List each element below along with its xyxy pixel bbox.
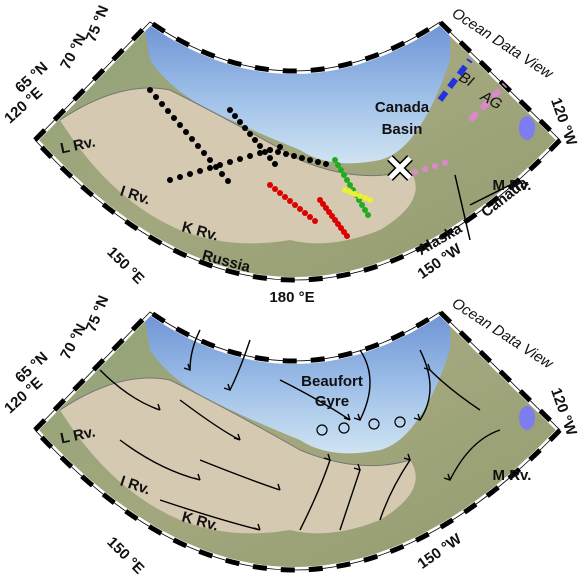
- station: [242, 125, 248, 131]
- station: [344, 177, 350, 183]
- station: [147, 87, 153, 93]
- station: [338, 167, 344, 173]
- station: [257, 150, 263, 156]
- station: [183, 129, 189, 135]
- station: [267, 182, 273, 188]
- station: [219, 171, 225, 177]
- station: [252, 137, 258, 143]
- station: [307, 214, 313, 220]
- station: [201, 150, 207, 156]
- station: [167, 177, 173, 183]
- station: [197, 168, 203, 174]
- station: [267, 147, 273, 153]
- station: [287, 198, 293, 204]
- station: [442, 160, 448, 166]
- station: [171, 115, 177, 121]
- station: [177, 174, 183, 180]
- lake: [519, 406, 535, 430]
- station: [283, 151, 289, 157]
- map-label: M Rv.: [493, 467, 532, 484]
- map-label: Canada: [375, 99, 430, 116]
- station: [187, 171, 193, 177]
- map-figure: 75 °N70 °N65 °N120 °EL Rv.I Rv.K Rv.150 …: [0, 0, 584, 579]
- station: [412, 169, 418, 175]
- station: [232, 113, 238, 119]
- map-label: 70 °N: [57, 31, 90, 72]
- station: [359, 202, 365, 208]
- station: [312, 218, 318, 224]
- map-label: 180 °E: [269, 289, 314, 306]
- station: [225, 178, 231, 184]
- station: [257, 143, 263, 149]
- map-label: 70 °N: [57, 321, 90, 362]
- station: [341, 172, 347, 178]
- station: [275, 149, 281, 155]
- station: [227, 107, 233, 113]
- map-label: 150 °E: [103, 244, 147, 288]
- station: [422, 166, 428, 172]
- station: [195, 143, 201, 149]
- station: [344, 233, 350, 239]
- station: [432, 163, 438, 169]
- station: [207, 157, 213, 163]
- station: [277, 190, 283, 196]
- station: [153, 94, 159, 100]
- station: [332, 157, 338, 163]
- station: [362, 207, 368, 213]
- station: [272, 161, 278, 167]
- station: [177, 122, 183, 128]
- map-label: Basin: [382, 121, 423, 138]
- station: [207, 165, 213, 171]
- station: [237, 156, 243, 162]
- station: [299, 155, 305, 161]
- station: [291, 153, 297, 159]
- station: [315, 159, 321, 165]
- station: [159, 101, 165, 107]
- station: [307, 157, 313, 163]
- map-label: Gyre: [315, 393, 349, 410]
- station: [335, 162, 341, 168]
- station: [365, 212, 371, 218]
- station: [323, 161, 329, 167]
- station: [189, 136, 195, 142]
- lake: [519, 116, 535, 140]
- station: [367, 197, 373, 203]
- station: [297, 206, 303, 212]
- station: [292, 202, 298, 208]
- station: [282, 194, 288, 200]
- map-label: 150 °E: [103, 534, 147, 578]
- station: [237, 119, 243, 125]
- station: [217, 162, 223, 168]
- station: [267, 155, 273, 161]
- map-label: Beaufort: [301, 373, 363, 390]
- station: [165, 108, 171, 114]
- station: [272, 186, 278, 192]
- station: [247, 153, 253, 159]
- station: [347, 182, 353, 188]
- station: [247, 131, 253, 137]
- station: [302, 210, 308, 216]
- station: [227, 159, 233, 165]
